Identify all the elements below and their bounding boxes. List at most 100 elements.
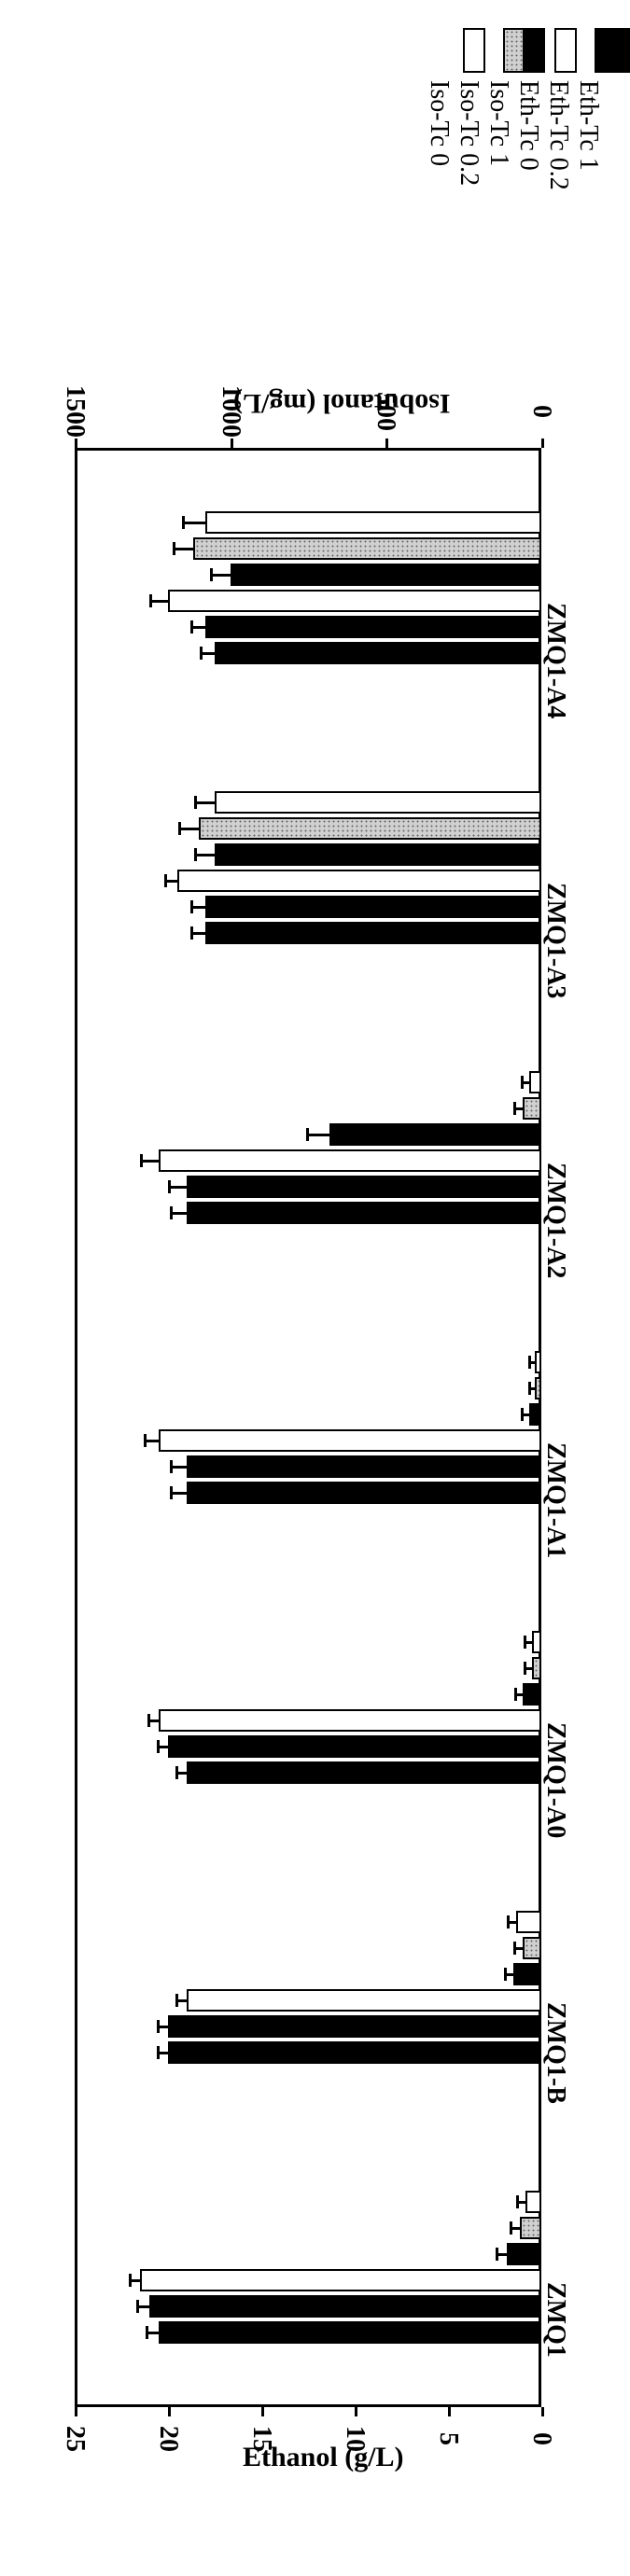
error-cap — [146, 2326, 148, 2339]
bar — [159, 2321, 541, 2344]
error-bar — [159, 2026, 168, 2028]
error-cap — [524, 1636, 526, 1649]
error-cap — [514, 1688, 517, 1701]
category-label: ZMQ1-A3 — [540, 883, 570, 998]
error-bar — [509, 1921, 516, 1924]
error-cap — [194, 796, 197, 809]
error-cap — [190, 620, 193, 634]
iso-tick-label: 500 — [371, 392, 400, 431]
bar-group: ZMQ1-A0 — [75, 1631, 541, 1784]
bar — [205, 616, 541, 638]
error-bar — [159, 2052, 168, 2054]
bar — [187, 1176, 541, 1198]
error-cap — [513, 1942, 516, 1955]
bar — [513, 1963, 541, 1985]
error-cap — [190, 926, 193, 940]
bar — [177, 870, 541, 892]
bar — [535, 1351, 541, 1373]
category-label: ZMQ1-A2 — [540, 1163, 570, 1278]
error-cap — [170, 1460, 173, 1473]
iso-tick — [541, 439, 544, 448]
eth-tick — [541, 2407, 544, 2416]
error-cap — [175, 1994, 178, 2007]
legend-label: Eth-Tc 1 — [573, 80, 603, 171]
eth-tick-label: 20 — [153, 2426, 183, 2452]
error-cap — [521, 1076, 524, 1089]
iso-tick — [231, 439, 233, 448]
error-cap — [504, 1968, 507, 1981]
error-cap — [182, 516, 185, 529]
iso-tick-label: 0 — [526, 405, 556, 418]
bar — [532, 1657, 541, 1679]
bar-group: ZMQ1-A1 — [75, 1351, 541, 1504]
error-cap — [528, 1356, 531, 1369]
error-cap — [496, 2248, 498, 2261]
error-cap — [140, 1154, 143, 1167]
bar — [523, 1937, 541, 1959]
legend-label: Eth-Tc 0 — [513, 80, 543, 171]
bar — [520, 2217, 541, 2239]
error-cap — [170, 1206, 173, 1219]
bar — [535, 1377, 541, 1399]
error-cap — [129, 2274, 132, 2287]
error-bar — [515, 1107, 523, 1110]
bar — [205, 922, 541, 944]
error-cap — [200, 647, 203, 660]
error-cap — [513, 1102, 516, 1115]
category-label: ZMQ1-A1 — [540, 1442, 570, 1558]
bar — [523, 1683, 541, 1706]
error-cap — [168, 1180, 171, 1193]
error-cap — [306, 1128, 309, 1141]
error-cap — [157, 2046, 160, 2059]
bar — [187, 1455, 541, 1478]
legend-label: Eth-Tc 0.2 — [543, 80, 573, 190]
bar — [159, 1709, 541, 1732]
bar — [523, 1097, 541, 1120]
bar-group: ZMQ1-A3 — [75, 791, 541, 944]
eth-tick — [75, 2407, 77, 2416]
error-bar — [511, 2227, 519, 2230]
bar — [168, 2041, 541, 2064]
iso-tick — [75, 439, 77, 448]
category-label: ZMQ1-A0 — [540, 1722, 570, 1838]
bar — [525, 2191, 541, 2213]
error-bar — [151, 600, 168, 603]
error-cap — [149, 594, 152, 607]
error-cap — [507, 1915, 510, 1929]
error-cap — [178, 822, 181, 835]
bar — [187, 1202, 541, 1224]
bar — [329, 1123, 541, 1146]
error-bar — [202, 652, 215, 655]
error-bar — [172, 1466, 187, 1469]
eth-tick-label: 5 — [433, 2432, 463, 2445]
error-cap — [175, 1766, 178, 1779]
error-bar — [172, 1212, 187, 1215]
bar — [168, 2015, 541, 2038]
error-cap — [147, 1714, 150, 1727]
bar — [187, 1989, 541, 2012]
error-bar — [506, 1973, 513, 1976]
legend-item: Eth-Tc 1 — [581, 28, 630, 103]
chart-plot-area: 050010001500 0510152025 ZMQ1ZMQ1-BZMQ1-A… — [75, 448, 541, 2407]
bar — [529, 1403, 541, 1426]
error-bar — [515, 1947, 523, 1950]
eth-tick — [448, 2407, 451, 2416]
bar — [215, 791, 541, 814]
eth-tick — [355, 2407, 357, 2416]
error-cap — [528, 1382, 531, 1395]
error-bar — [196, 801, 215, 804]
error-bar — [196, 854, 215, 856]
eth-tick — [261, 2407, 264, 2416]
error-bar — [180, 828, 199, 830]
iso-tick-label: 1500 — [60, 385, 90, 438]
error-bar — [177, 1772, 187, 1775]
bar — [215, 642, 541, 664]
legend-swatch — [614, 28, 630, 73]
error-bar — [192, 906, 205, 909]
error-cap — [173, 542, 175, 555]
bar — [149, 2295, 541, 2318]
iso-axis-line — [75, 448, 541, 451]
bar — [140, 2269, 541, 2291]
bar — [199, 817, 541, 840]
error-bar — [518, 2201, 525, 2204]
